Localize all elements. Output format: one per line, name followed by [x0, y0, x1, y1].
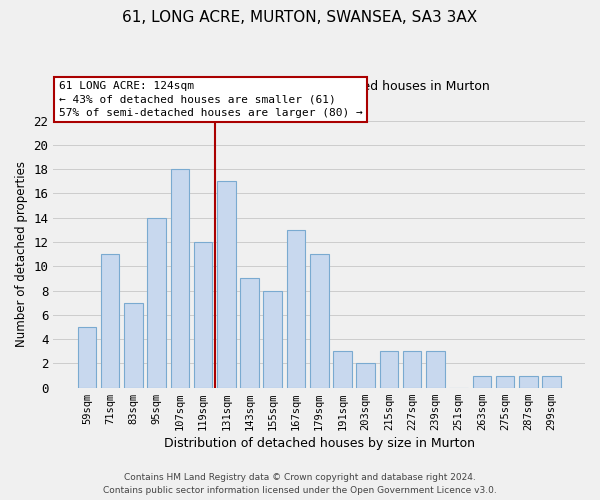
- Text: Contains HM Land Registry data © Crown copyright and database right 2024.
Contai: Contains HM Land Registry data © Crown c…: [103, 474, 497, 495]
- Bar: [77, 327, 96, 388]
- Bar: [426, 352, 445, 388]
- Bar: [333, 352, 352, 388]
- Bar: [542, 376, 561, 388]
- Bar: [217, 182, 236, 388]
- Bar: [519, 376, 538, 388]
- Text: 61, LONG ACRE, MURTON, SWANSEA, SA3 3AX: 61, LONG ACRE, MURTON, SWANSEA, SA3 3AX: [122, 10, 478, 25]
- Bar: [240, 278, 259, 388]
- X-axis label: Distribution of detached houses by size in Murton: Distribution of detached houses by size …: [164, 437, 475, 450]
- Bar: [147, 218, 166, 388]
- Bar: [194, 242, 212, 388]
- Bar: [496, 376, 514, 388]
- Bar: [380, 352, 398, 388]
- Text: 61 LONG ACRE: 124sqm
← 43% of detached houses are smaller (61)
57% of semi-detac: 61 LONG ACRE: 124sqm ← 43% of detached h…: [59, 82, 362, 118]
- Title: Size of property relative to detached houses in Murton: Size of property relative to detached ho…: [148, 80, 490, 93]
- Bar: [263, 290, 282, 388]
- Bar: [356, 364, 375, 388]
- Bar: [310, 254, 329, 388]
- Bar: [403, 352, 421, 388]
- Bar: [473, 376, 491, 388]
- Y-axis label: Number of detached properties: Number of detached properties: [15, 161, 28, 347]
- Bar: [124, 302, 143, 388]
- Bar: [287, 230, 305, 388]
- Bar: [101, 254, 119, 388]
- Bar: [170, 169, 189, 388]
